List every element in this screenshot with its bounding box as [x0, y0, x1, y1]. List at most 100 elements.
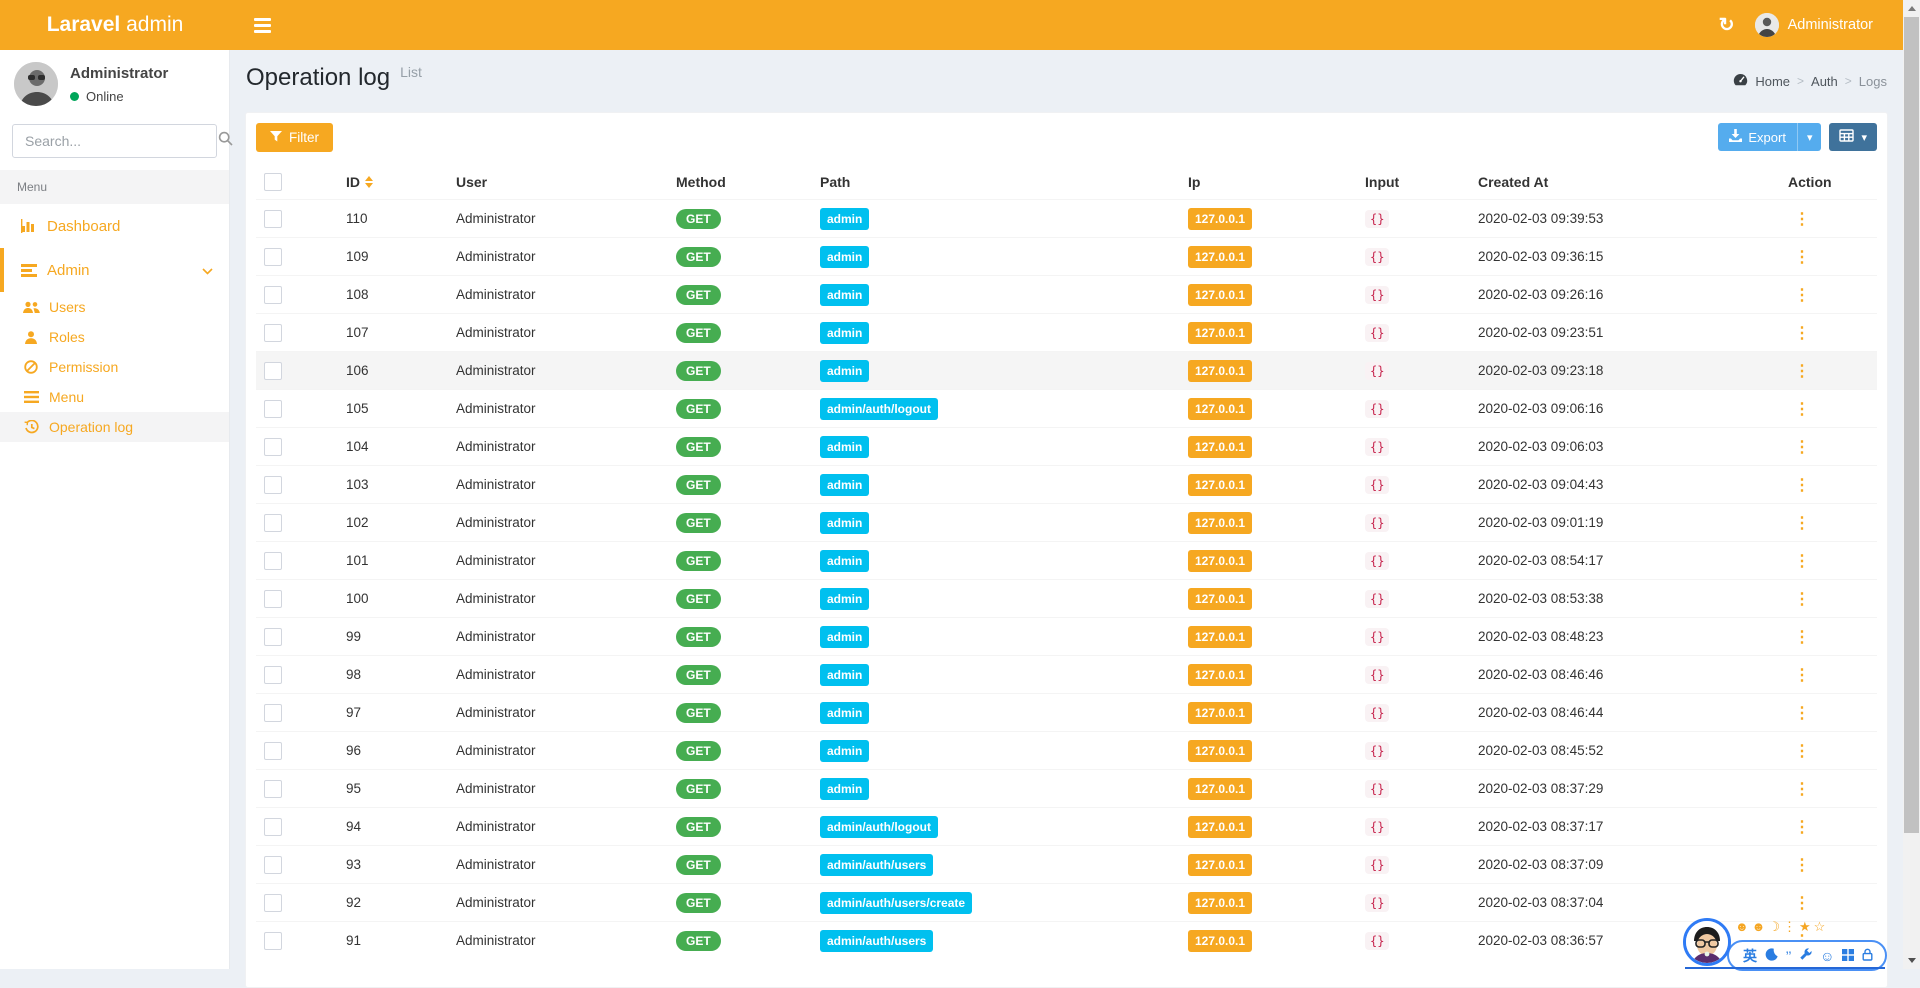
vertical-scrollbar[interactable]: [1903, 0, 1920, 969]
row-checkbox[interactable]: [264, 513, 282, 532]
row-checkbox[interactable]: [264, 703, 282, 722]
column-header-id[interactable]: ID: [338, 165, 448, 200]
ip-badge: 127.0.0.1: [1188, 397, 1253, 420]
column-header-method: Method: [668, 165, 812, 200]
row-actions-icon[interactable]: ⋮: [1794, 894, 1810, 912]
select-all-checkbox[interactable]: [264, 173, 282, 191]
row-actions-icon[interactable]: ⋮: [1794, 476, 1810, 494]
table-row: 91 Administrator GET admin/auth/users 12…: [256, 921, 1877, 960]
ime-avatar[interactable]: [1683, 918, 1731, 966]
row-checkbox[interactable]: [264, 323, 282, 342]
scrollbar-thumb[interactable]: [1904, 17, 1919, 833]
row-checkbox[interactable]: [264, 589, 282, 608]
ip-badge: 127.0.0.1: [1188, 549, 1253, 572]
log-table-body: 110 Administrator GET admin 127.0.0.1 {}…: [256, 199, 1877, 960]
export-caret-icon[interactable]: ▾: [1796, 123, 1822, 151]
row-actions-icon[interactable]: ⋮: [1794, 286, 1810, 304]
cell-id: 95: [338, 769, 448, 808]
row-checkbox[interactable]: [264, 399, 282, 418]
row-checkbox[interactable]: [264, 931, 282, 950]
app-logo[interactable]: Laravel admin: [0, 13, 230, 37]
path-badge: admin/auth/users: [820, 929, 934, 952]
column-header-action: Action: [1780, 165, 1877, 200]
row-checkbox[interactable]: [264, 361, 282, 380]
wrench-icon[interactable]: [1799, 948, 1812, 963]
user-menu[interactable]: Administrator: [1754, 13, 1873, 37]
row-actions-icon[interactable]: ⋮: [1794, 552, 1810, 570]
row-actions-icon[interactable]: ⋮: [1794, 590, 1810, 608]
sidebar-item-menu[interactable]: Menu: [0, 382, 229, 412]
cell-id: 102: [338, 503, 448, 542]
row-actions-icon[interactable]: ⋮: [1794, 856, 1810, 874]
method-badge: GET: [676, 702, 721, 723]
sidebar-item-permission[interactable]: Permission: [0, 352, 229, 382]
cell-user: Administrator: [448, 731, 668, 770]
row-actions-icon[interactable]: ⋮: [1794, 514, 1810, 532]
column-selector-button[interactable]: ▾: [1829, 123, 1877, 151]
sidebar-item-operation-log[interactable]: Operation log: [0, 412, 229, 442]
row-checkbox[interactable]: [264, 627, 282, 646]
row-checkbox[interactable]: [264, 893, 282, 912]
sidebar-item-label: Operation log: [49, 419, 134, 435]
table-row: 109 Administrator GET admin 127.0.0.1 {}…: [256, 237, 1877, 276]
row-actions-icon[interactable]: ⋮: [1794, 324, 1810, 342]
breadcrumb-auth[interactable]: Auth: [1811, 73, 1838, 89]
row-checkbox[interactable]: [264, 247, 282, 266]
input-code: {}: [1365, 856, 1390, 874]
menu-section-header: Menu: [0, 170, 229, 204]
sidebar-item-label: Dashboard: [47, 217, 121, 235]
avatar: [14, 62, 58, 106]
row-actions-icon[interactable]: ⋮: [1794, 628, 1810, 646]
row-actions-icon[interactable]: ⋮: [1794, 742, 1810, 760]
sidebar-item-admin[interactable]: Admin: [0, 248, 229, 292]
cell-user: Administrator: [448, 465, 668, 504]
row-actions-icon[interactable]: ⋮: [1794, 248, 1810, 266]
row-actions-icon[interactable]: ⋮: [1794, 666, 1810, 684]
sidebar-item-dashboard[interactable]: Dashboard: [0, 204, 229, 248]
refresh-icon[interactable]: ↻: [1718, 14, 1735, 36]
row-checkbox[interactable]: [264, 475, 282, 494]
row-checkbox[interactable]: [264, 285, 282, 304]
table-row: 97 Administrator GET admin 127.0.0.1 {} …: [256, 693, 1877, 732]
row-actions-icon[interactable]: ⋮: [1794, 400, 1810, 418]
scrollbar-up-arrow[interactable]: [1903, 0, 1920, 17]
lock-icon[interactable]: [1862, 948, 1873, 963]
row-checkbox[interactable]: [264, 855, 282, 874]
sidebar-toggle-icon[interactable]: [248, 12, 277, 39]
row-checkbox[interactable]: [264, 551, 282, 570]
row-checkbox[interactable]: [264, 779, 282, 798]
cell-created-at: 2020-02-03 08:37:04: [1470, 883, 1780, 922]
breadcrumb-home[interactable]: Home: [1755, 73, 1791, 89]
moon-icon[interactable]: [1765, 948, 1778, 963]
punctuation-toggle[interactable]: ’’: [1785, 947, 1792, 964]
row-actions-icon[interactable]: ⋮: [1794, 438, 1810, 456]
path-badge: admin: [820, 663, 870, 686]
row-checkbox[interactable]: [264, 817, 282, 836]
path-badge: admin: [820, 473, 870, 496]
smiley-icon[interactable]: ☺: [1820, 947, 1835, 964]
sidebar-item-users[interactable]: Users: [0, 292, 229, 322]
cell-created-at: 2020-02-03 08:48:23: [1470, 617, 1780, 656]
row-checkbox[interactable]: [264, 665, 282, 684]
row-actions-icon[interactable]: ⋮: [1794, 818, 1810, 836]
export-button[interactable]: Export ▾: [1718, 123, 1822, 151]
search-icon[interactable]: [218, 131, 233, 151]
row-checkbox[interactable]: [264, 741, 282, 760]
sidebar-item-roles[interactable]: Roles: [0, 322, 229, 352]
cell-created-at: 2020-02-03 09:04:43: [1470, 465, 1780, 504]
row-checkbox[interactable]: [264, 437, 282, 456]
row-actions-icon[interactable]: ⋮: [1794, 210, 1810, 228]
scrollbar-down-arrow[interactable]: [1903, 952, 1920, 969]
input-code: {}: [1365, 742, 1390, 760]
filter-button[interactable]: Filter: [256, 123, 333, 152]
row-actions-icon[interactable]: ⋮: [1794, 704, 1810, 722]
user-status: Online: [70, 89, 168, 104]
search-input[interactable]: [13, 133, 218, 149]
grid-squares-icon[interactable]: [1842, 948, 1855, 963]
row-actions-icon[interactable]: ⋮: [1794, 362, 1810, 380]
row-checkbox[interactable]: [264, 209, 282, 228]
breadcrumb-logs: Logs: [1858, 73, 1887, 89]
row-actions-icon[interactable]: ⋮: [1794, 780, 1810, 798]
table-row: 93 Administrator GET admin/auth/users 12…: [256, 845, 1877, 884]
ime-language-toggle[interactable]: 英: [1743, 947, 1757, 964]
